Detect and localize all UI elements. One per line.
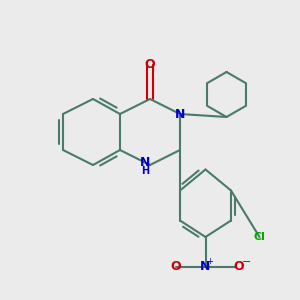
Text: O: O (233, 260, 244, 274)
Text: O: O (145, 58, 155, 71)
Text: N: N (200, 260, 211, 274)
Text: Cl: Cl (254, 232, 266, 242)
Text: H: H (141, 166, 150, 176)
Text: N: N (140, 155, 151, 169)
Text: O: O (170, 260, 181, 274)
Text: +: + (207, 257, 213, 266)
Text: −: − (242, 257, 252, 268)
Text: N: N (175, 107, 185, 121)
